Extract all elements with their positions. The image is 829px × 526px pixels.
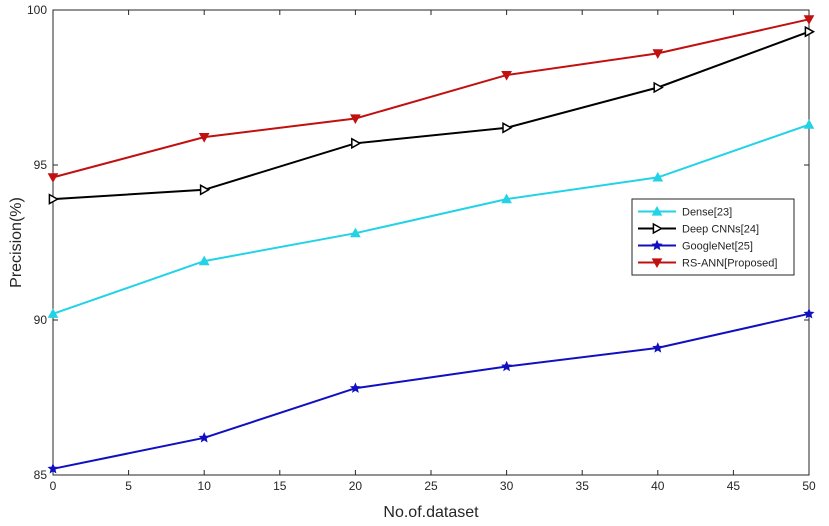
y-axis-ticks: 85 90 95 100 xyxy=(27,3,809,482)
x-tick-label: 25 xyxy=(424,479,438,493)
data-point xyxy=(502,122,513,134)
data-point xyxy=(198,431,210,443)
data-point xyxy=(501,193,512,204)
x-tick-label: 40 xyxy=(651,479,665,493)
y-tick-label: 85 xyxy=(34,468,48,482)
series-line xyxy=(52,30,810,201)
series-2 xyxy=(47,307,815,474)
data-point xyxy=(804,25,816,38)
series-line xyxy=(52,18,810,179)
x-tick-label: 45 xyxy=(727,479,741,493)
x-tick-label: 0 xyxy=(50,479,57,493)
data-point xyxy=(349,382,361,393)
data-point xyxy=(803,119,815,129)
data-point xyxy=(501,71,512,81)
y-tick-label: 95 xyxy=(34,158,48,172)
data-point xyxy=(351,137,362,150)
x-tick-label: 50 xyxy=(802,479,816,493)
data-point xyxy=(803,15,815,25)
x-tick-label: 35 xyxy=(576,479,590,493)
data-point xyxy=(350,114,361,125)
series-line xyxy=(52,312,810,470)
data-point xyxy=(198,255,210,266)
y-tick-label: 100 xyxy=(27,3,47,17)
x-tick-label: 15 xyxy=(273,479,287,493)
legend-label: Dense[23] xyxy=(682,207,732,219)
x-axis-ticks: 0 5 10 15 20 25 30 35 40 45 50 xyxy=(50,10,816,493)
x-axis-label: No.of.dataset xyxy=(383,504,479,521)
data-point xyxy=(652,342,664,353)
legend-swatch-marker xyxy=(652,222,664,235)
data-point xyxy=(47,308,59,318)
x-tick-label: 10 xyxy=(198,479,212,493)
data-point xyxy=(48,193,60,205)
data-point xyxy=(803,307,815,319)
legend: Dense[23] Deep CNNs[24] GoogleNet[25] RS-AN… xyxy=(631,198,795,276)
y-axis-label: Precision(%) xyxy=(8,197,25,288)
legend-label: GoogleNet[25] xyxy=(682,241,753,253)
data-point xyxy=(47,462,59,474)
data-point xyxy=(652,171,664,182)
legend-label: Deep CNNs[24] xyxy=(682,224,759,236)
y-tick-label: 90 xyxy=(34,313,48,327)
x-tick-label: 30 xyxy=(500,479,514,493)
series-layer xyxy=(47,15,816,474)
legend-swatch-marker xyxy=(651,258,663,269)
data-point xyxy=(350,227,361,238)
series-0 xyxy=(47,119,815,318)
x-tick-label: 5 xyxy=(125,479,132,493)
data-point xyxy=(501,360,513,372)
series-1 xyxy=(48,25,816,205)
data-point xyxy=(652,49,664,59)
data-point xyxy=(653,81,664,94)
legend-swatch-marker xyxy=(651,205,663,216)
data-point xyxy=(198,133,210,143)
data-point xyxy=(47,173,59,183)
legend-swatch-marker xyxy=(651,239,663,251)
series-3 xyxy=(47,15,815,183)
series-line xyxy=(52,123,810,315)
legend-label: RS-ANN[Proposed] xyxy=(682,258,777,270)
data-point xyxy=(199,184,211,196)
x-tick-label: 20 xyxy=(349,479,363,493)
